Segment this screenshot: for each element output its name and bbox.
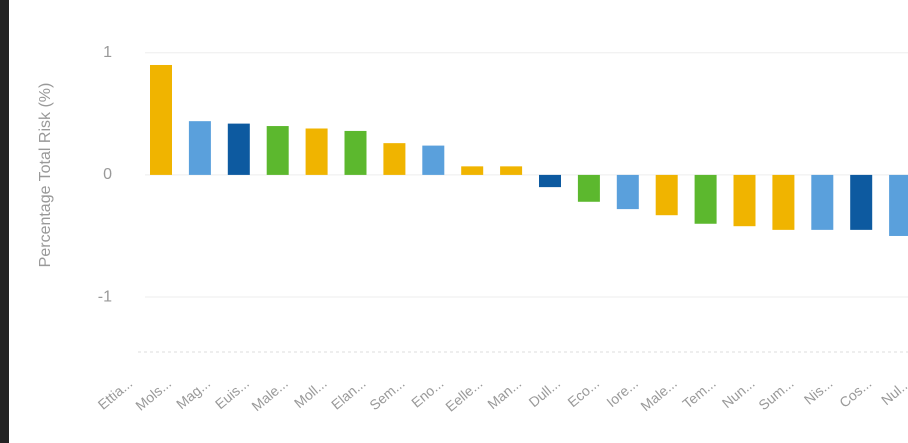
bar — [422, 145, 445, 175]
bar — [694, 174, 717, 224]
x-tick-label: Euis... — [212, 375, 252, 412]
x-tick-label: Ettia... — [95, 375, 136, 413]
bar — [344, 130, 367, 175]
bar — [577, 174, 600, 202]
y-tick-label: 0 — [103, 166, 112, 183]
x-tick-label: Dull... — [526, 375, 564, 410]
x-tick-label: Iore... — [603, 375, 641, 410]
y-tick-label: -1 — [98, 288, 112, 305]
x-tick-label: Male... — [248, 375, 290, 414]
x-tick-label: Mag... — [173, 375, 213, 412]
bar — [733, 174, 756, 227]
x-tick-label: Eno... — [408, 375, 446, 411]
bar — [772, 174, 795, 230]
x-tick-label: Eco... — [564, 375, 602, 410]
x-tick-label: Male... — [637, 375, 679, 414]
y-tick-label: 1 — [103, 44, 112, 61]
x-tick-label: Cos... — [836, 375, 874, 411]
bar — [461, 166, 484, 175]
bar — [889, 174, 908, 236]
bar — [500, 166, 523, 175]
x-tick-label: Man... — [484, 375, 524, 412]
x-tick-label: Eelle... — [442, 375, 485, 415]
bar — [850, 174, 873, 230]
bar — [150, 64, 172, 175]
x-tick-label: Tem... — [679, 375, 718, 412]
x-tick-label: Sem... — [366, 375, 407, 413]
x-tick-label: Moll... — [291, 375, 330, 411]
x-tick-label: Elan... — [328, 375, 369, 413]
x-tick-label: Nun... — [719, 375, 758, 411]
bar — [266, 126, 289, 175]
bar — [616, 174, 639, 210]
bar — [227, 123, 250, 175]
x-tick-label: Mols... — [132, 375, 174, 414]
y-axis-label: Percentage Total Risk (%) — [37, 83, 54, 268]
bar — [539, 174, 561, 188]
bar — [811, 174, 834, 230]
bar — [188, 121, 211, 175]
x-tick-label: Nul... — [878, 375, 908, 408]
x-tick-label: Nis... — [801, 375, 836, 408]
left-edge — [0, 0, 9, 443]
bar — [383, 143, 406, 175]
bar — [655, 174, 678, 216]
x-tick-label: Sum... — [755, 375, 796, 413]
bar — [305, 128, 328, 175]
